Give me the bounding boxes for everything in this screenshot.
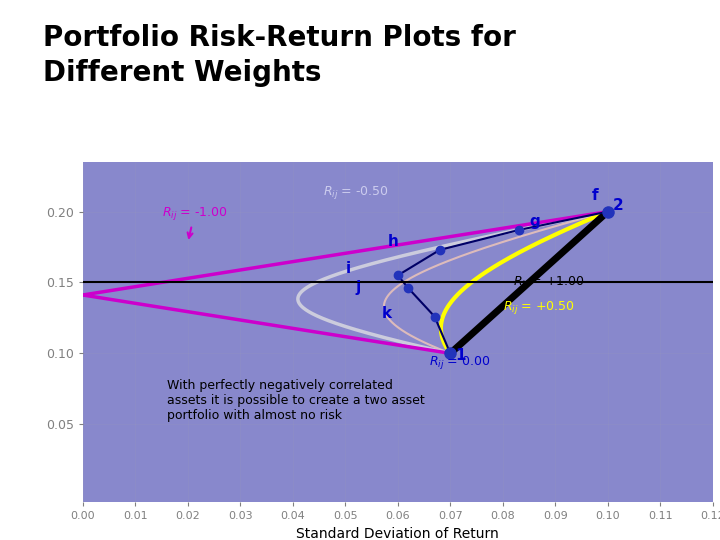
Text: h: h xyxy=(387,234,398,248)
Text: $R_{ij}$ = +1.00: $R_{ij}$ = +1.00 xyxy=(513,274,585,292)
Text: -: - xyxy=(30,494,34,507)
Text: j: j xyxy=(356,280,361,295)
Text: k: k xyxy=(382,306,392,321)
Text: $R_{ij}$ = -1.00: $R_{ij}$ = -1.00 xyxy=(161,205,228,238)
Text: 1: 1 xyxy=(456,348,466,363)
Text: g: g xyxy=(529,214,540,229)
X-axis label: Standard Deviation of Return: Standard Deviation of Return xyxy=(297,527,499,540)
Text: $R_{ij}$ = +0.50: $R_{ij}$ = +0.50 xyxy=(503,299,575,315)
Text: E(R): E(R) xyxy=(26,141,59,155)
Text: $R_{ij}$ = 0.00: $R_{ij}$ = 0.00 xyxy=(429,354,490,371)
Text: f: f xyxy=(592,188,598,203)
Text: 2: 2 xyxy=(613,198,624,213)
Text: i: i xyxy=(346,261,351,275)
Text: Portfolio Risk-Return Plots for
Different Weights: Portfolio Risk-Return Plots for Differen… xyxy=(43,24,516,87)
Text: With perfectly negatively correlated
assets it is possible to create a two asset: With perfectly negatively correlated ass… xyxy=(167,379,425,422)
Text: $R_{ij}$ = -0.50: $R_{ij}$ = -0.50 xyxy=(323,184,389,201)
